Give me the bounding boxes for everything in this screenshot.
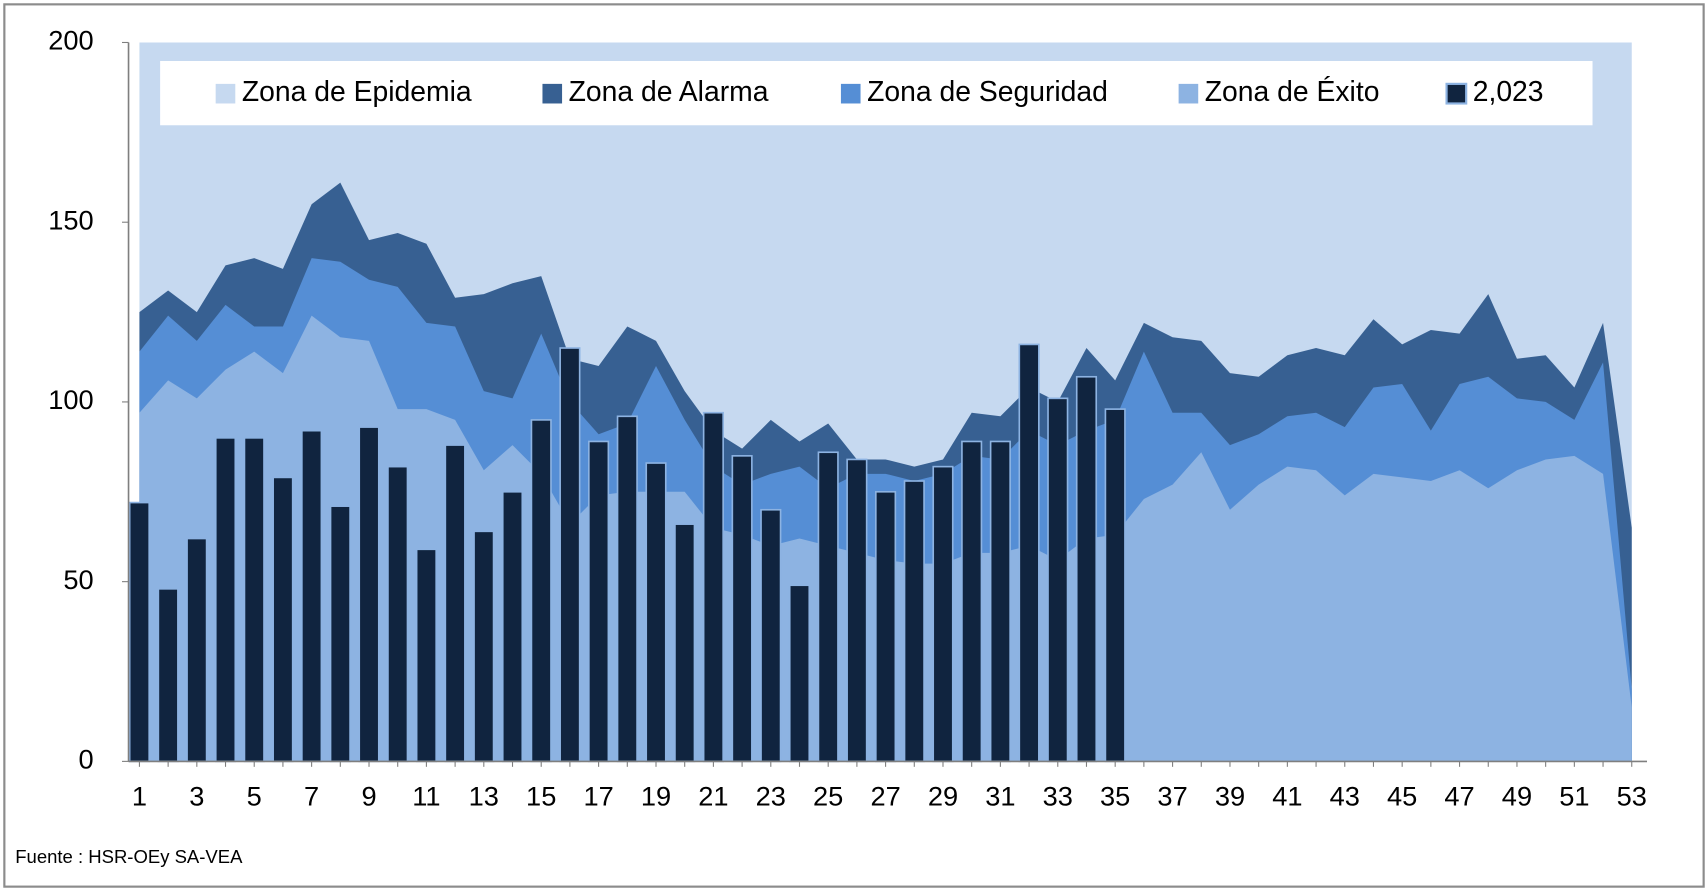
x-tick-label: 41 (1272, 781, 1302, 812)
bar (903, 480, 925, 763)
legend-swatch (1445, 82, 1468, 105)
legend-swatch (542, 83, 563, 104)
bar (961, 440, 983, 763)
y-tick-label: 200 (48, 25, 93, 56)
bar (186, 537, 208, 763)
x-tick-label: 51 (1559, 781, 1589, 812)
bar (157, 588, 179, 763)
y-tick-label: 0 (79, 744, 94, 775)
bar (1104, 408, 1126, 763)
x-tick-label: 3 (189, 781, 204, 812)
bar (989, 440, 1011, 763)
x-tick-label: 33 (1043, 781, 1073, 812)
bar (301, 429, 323, 763)
x-tick-label: 47 (1444, 781, 1474, 812)
bar (415, 548, 437, 763)
bar (444, 444, 466, 763)
bar (473, 530, 495, 763)
x-tick-label: 49 (1502, 781, 1532, 812)
bar (128, 501, 151, 763)
bar (932, 465, 954, 763)
bar (1018, 343, 1040, 763)
legend-box (160, 60, 1593, 126)
bar (731, 455, 753, 763)
x-tick-label: 45 (1387, 781, 1417, 812)
y-tick-label: 150 (48, 204, 93, 235)
legend-swatch (215, 83, 236, 104)
source-note: Fuente : HSR-OEy SA-VEA (15, 846, 243, 867)
bar (788, 584, 811, 763)
x-tick-label: 7 (304, 781, 319, 812)
x-tick-label: 29 (928, 781, 958, 812)
bar (1047, 397, 1069, 763)
x-tick-label: 15 (526, 781, 556, 812)
bar (559, 347, 581, 763)
bar (1075, 375, 1098, 763)
x-tick-label: 53 (1617, 781, 1647, 812)
x-tick-label: 5 (247, 781, 262, 812)
bar (846, 458, 868, 763)
bar (588, 440, 610, 763)
bar (387, 465, 409, 763)
x-tick-label: 11 (412, 781, 440, 812)
bar (674, 523, 696, 763)
x-tick-label: 37 (1157, 781, 1187, 812)
x-tick-label: 23 (756, 781, 786, 812)
bar (358, 426, 380, 763)
bar (501, 490, 524, 763)
x-tick-label: 31 (985, 781, 1015, 812)
bar (702, 411, 724, 763)
x-tick-label: 27 (870, 781, 900, 812)
x-tick-label: 13 (469, 781, 499, 812)
x-tick-label: 19 (641, 781, 671, 812)
x-tick-label: 25 (813, 781, 843, 812)
bar (760, 508, 782, 763)
x-tick-label: 9 (361, 781, 376, 812)
legend-swatch (1178, 83, 1199, 104)
bar (875, 490, 897, 763)
y-tick-label: 50 (63, 564, 93, 595)
x-tick-label: 39 (1215, 781, 1245, 812)
legend-label: Zona de Epidemia (242, 76, 472, 108)
bar (243, 437, 265, 763)
x-tick-label: 21 (698, 781, 728, 812)
x-tick-label: 17 (583, 781, 613, 812)
bar (817, 451, 839, 763)
legend-label: Zona de Seguridad (867, 76, 1108, 108)
y-tick-label: 100 (48, 384, 93, 415)
x-tick-label: 35 (1100, 781, 1130, 812)
bar (530, 419, 552, 763)
bar (329, 505, 351, 763)
x-tick-label: 43 (1330, 781, 1360, 812)
x-tick-label: 1 (132, 781, 147, 812)
legend-swatch (840, 83, 861, 104)
bar (272, 476, 294, 763)
legend-label: 2,023 (1473, 76, 1544, 108)
legend-label: Zona de Éxito (1205, 76, 1380, 108)
bar (645, 462, 667, 763)
legend-label: Zona de Alarma (569, 76, 769, 108)
bar (616, 415, 638, 763)
bar (214, 437, 237, 763)
